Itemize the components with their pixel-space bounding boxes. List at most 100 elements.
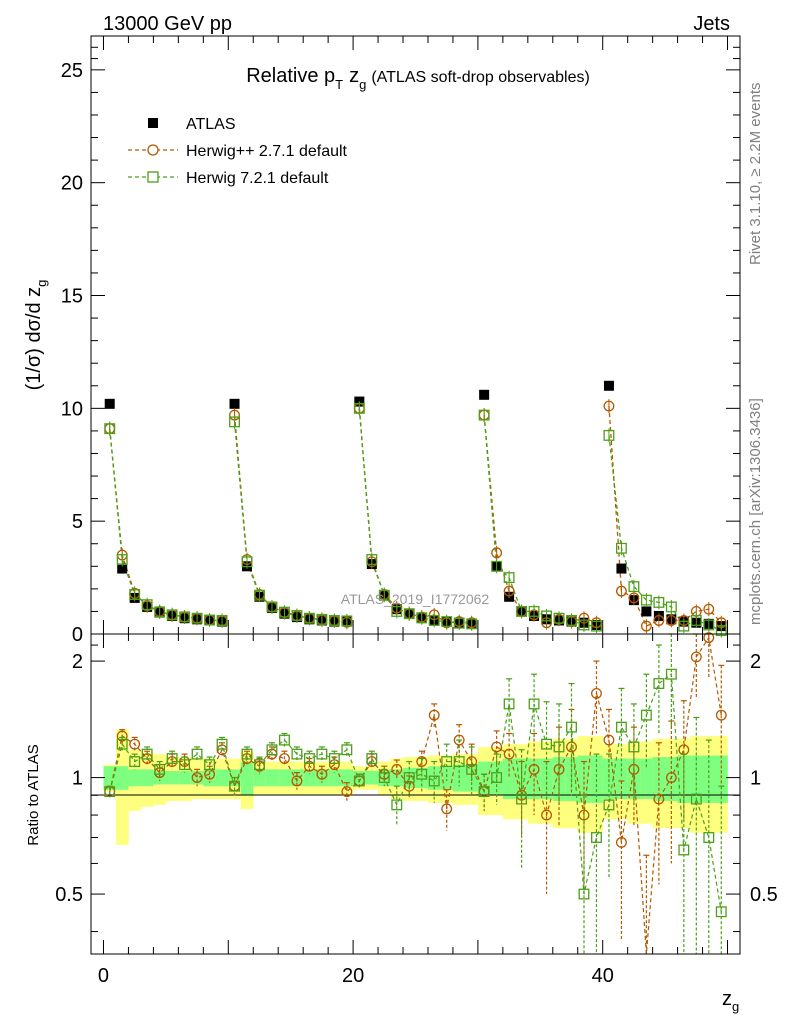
ratio-herwigpp-point — [715, 709, 727, 721]
ratio-herwig7-point — [466, 763, 478, 775]
herwig7-point — [266, 601, 278, 613]
herwig7-point — [328, 615, 340, 626]
ratio-herwig7-point — [366, 753, 378, 764]
ratio-herwig7-point — [116, 738, 128, 750]
main-series-line — [109, 428, 223, 622]
herwig7-point — [416, 612, 428, 624]
legend-label-atlas: ATLAS — [186, 116, 236, 133]
ratio-herwigpp-point — [528, 763, 540, 775]
ratio-bands — [103, 729, 728, 845]
ratio-herwigpp-point — [578, 809, 590, 821]
herwigpp-point — [491, 547, 503, 559]
herwig7-point — [428, 615, 440, 626]
ratio-band-inner — [215, 769, 229, 787]
atlas-point — [117, 563, 128, 574]
ratio-band-inner — [415, 767, 429, 788]
mcplots-label: mcplots.cern.ch [arXiv:1306.3436] — [747, 398, 764, 625]
herwigpp-point — [653, 615, 665, 626]
ratio-ytick-label: 1 — [72, 768, 83, 790]
ratio-band-inner — [178, 770, 192, 785]
ratio-herwig7-point — [478, 786, 490, 798]
herwig7-point — [129, 589, 141, 600]
ratio-herwigpp-point — [591, 687, 602, 699]
ratio-herwigpp-point — [428, 709, 440, 721]
herwig7-point — [353, 402, 365, 414]
ratio-herwig7-point — [715, 906, 727, 918]
ratio-herwigpp-point — [603, 734, 615, 746]
ratio-herwigpp-point — [328, 759, 340, 771]
ratio-herwig7-point — [104, 786, 116, 798]
title-sub-t: T — [335, 77, 343, 92]
ratio-herwigpp-point — [341, 786, 353, 798]
ratio-herwigpp-point — [466, 756, 478, 768]
main-ytick-label: 20 — [61, 173, 83, 195]
ratio-band-inner — [140, 769, 154, 787]
ratio-herwigpp-point — [703, 632, 715, 644]
ratio-herwigpp-point — [491, 741, 503, 753]
herwig7-point — [566, 615, 577, 626]
main-ytick-label: 0 — [72, 624, 83, 646]
ratio-xtick-label: 0 — [98, 965, 109, 987]
herwig7-point — [116, 554, 128, 565]
main-panel: 0 5 10 15 20 25 ATLAS_2019_I1772062 Relative … — [23, 35, 741, 646]
ratio-herwig7-point — [316, 748, 328, 760]
atlas-point — [641, 606, 652, 617]
main-ytick-label: 10 — [61, 398, 83, 420]
herwig7-point — [603, 429, 615, 441]
ratio-herwig7-point — [353, 775, 365, 787]
ratio-herwig7-point — [578, 888, 590, 900]
ratio-herwig7-point — [291, 748, 303, 760]
ratio-ytick-label-right: 1 — [750, 768, 761, 790]
ratio-band-inner — [328, 769, 341, 787]
ratio-herwig7-point — [528, 698, 540, 710]
main-series-line — [608, 435, 722, 632]
ratio-xtick-label: 20 — [342, 965, 364, 987]
legend-entry-herwig7: Herwig 7.2.1 default — [128, 170, 329, 187]
herwig7-point — [191, 612, 203, 624]
herwig7-point — [303, 612, 315, 624]
ratio-band-inner — [265, 769, 279, 787]
ratio-ylabel: Ratio to ATLAS — [25, 744, 42, 845]
ratio-ticks: 0.5 0.51 12 20 20 40 — [55, 634, 778, 987]
ratio-herwig7-point — [266, 744, 278, 756]
ratio-band-inner — [240, 761, 254, 796]
herwig7-point — [690, 615, 702, 626]
ratio-herwig7-point — [378, 772, 390, 784]
main-series-line — [109, 428, 223, 622]
main-series-line — [233, 415, 347, 623]
herwig7-point — [516, 605, 528, 617]
ratio-panel: 0.5 0.51 12 20 20 40 Ratio to ATLAS zg — [25, 632, 778, 1014]
ratio-herwig7-point — [328, 753, 340, 764]
ratio-xtick-label: 40 — [592, 965, 614, 987]
ratio-herwigpp-point — [653, 793, 665, 805]
ratio-herwig7-point — [653, 678, 665, 689]
ratio-band-inner — [128, 769, 142, 787]
herwig7-point — [453, 617, 465, 629]
ratio-herwig7-point — [254, 759, 265, 771]
main-ticks: 0 5 10 15 20 25 — [61, 36, 740, 646]
ratio-band-inner — [502, 758, 516, 800]
main-ytick-label: 25 — [61, 60, 83, 82]
ratio-herwig7-point — [453, 756, 465, 768]
ratio-ytick-label: 2 — [72, 651, 83, 673]
title-rest: (ATLAS soft-drop observables) — [371, 69, 589, 86]
ratio-herwig7-point — [591, 832, 602, 843]
ratio-herwigpp-point — [403, 780, 415, 792]
herwig7-point — [166, 609, 178, 621]
herwig7-point — [665, 601, 677, 613]
herwig7-point — [678, 620, 690, 632]
legend-entry-herwigpp: Herwig++ 2.7.1 default — [128, 143, 348, 160]
ratio-herwig7-point — [341, 744, 353, 756]
ratio-herwigpp-point — [541, 809, 552, 821]
herwigpp-point — [665, 615, 677, 626]
ratio-herwig7-point — [441, 756, 453, 768]
ratio-frame — [90, 633, 741, 955]
herwig7-point — [703, 619, 715, 631]
ratio-herwig7-point — [303, 753, 315, 764]
ratio-herwigpp-point — [453, 734, 465, 746]
ratio-herwig7-point — [191, 748, 203, 760]
main-series-line — [233, 421, 347, 622]
ratio-herwig7-point — [416, 768, 428, 780]
ratio-herwig7-point — [391, 799, 403, 811]
herwig7-point — [403, 608, 415, 620]
